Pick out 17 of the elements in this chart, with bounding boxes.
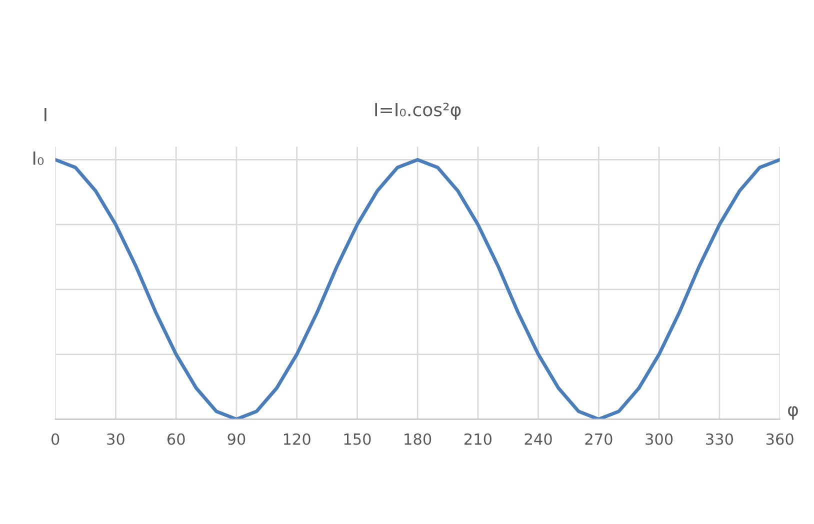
- x-tick-label: 90: [228, 433, 246, 445]
- x-tick-label: 120: [284, 433, 310, 445]
- x-tick-label: 270: [585, 433, 612, 445]
- x-tick-label: 210: [464, 433, 492, 445]
- x-tick-label: 240: [524, 433, 552, 445]
- chart-title: I=I₀.cos²φ: [375, 102, 461, 120]
- x-tick-label: 30: [107, 433, 124, 445]
- x-tick-label: 330: [706, 433, 734, 445]
- x-tick-label: 60: [167, 433, 185, 445]
- x-tick-label: 360: [766, 433, 794, 445]
- x-tick-label: 0: [52, 433, 60, 445]
- x-tick-label: 150: [344, 433, 371, 445]
- x-tick-label: 180: [404, 433, 432, 445]
- x-tick-label: 300: [646, 433, 673, 445]
- annotation: I₀: [33, 152, 44, 165]
- x-axis-title: φ: [788, 406, 798, 420]
- y-axis-title: I: [44, 108, 46, 122]
